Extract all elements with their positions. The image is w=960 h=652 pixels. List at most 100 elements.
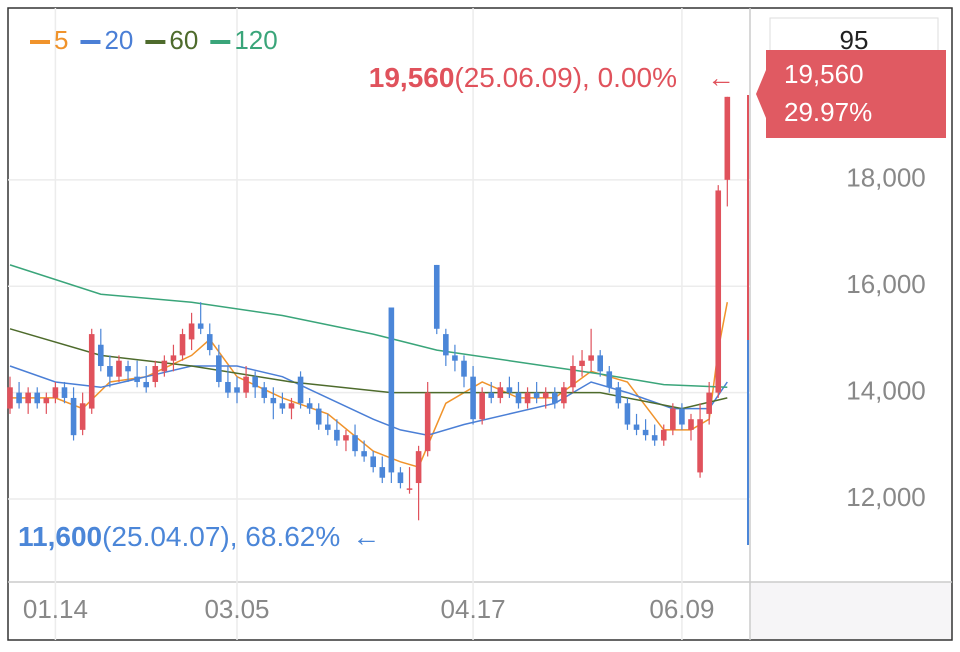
- candle-body: [325, 424, 331, 430]
- candle-body: [506, 387, 513, 393]
- candle-body: [161, 360, 168, 372]
- candle-body: [134, 376, 140, 382]
- current-price: 19,560: [784, 59, 864, 89]
- frame: [7, 7, 953, 641]
- candle-body: [34, 392, 41, 404]
- candle-body: [633, 424, 640, 430]
- candle-body: [270, 397, 277, 404]
- candle-body: [597, 355, 603, 372]
- candle-body: [61, 387, 68, 398]
- x-tick-label: 03.05: [204, 594, 269, 624]
- candle-body: [415, 451, 422, 484]
- x-tick-label: 01.14: [23, 594, 88, 624]
- candle-body: [370, 456, 376, 468]
- candle-body: [424, 392, 431, 452]
- max-detail: (25.06.09), 0.00%: [454, 62, 677, 93]
- price-box: [756, 50, 946, 138]
- candle-body: [642, 429, 649, 436]
- candle-body: [388, 307, 395, 473]
- candle-body: [533, 392, 540, 398]
- candle-body: [16, 392, 22, 404]
- candle-body: [170, 355, 177, 361]
- candle-body: [261, 387, 268, 398]
- min-detail: (25.04.07), 68.62%: [102, 521, 340, 552]
- top-box-label: 95: [840, 25, 869, 55]
- candle-body: [488, 392, 495, 398]
- candle-body: [406, 488, 413, 490]
- candle-body: [552, 392, 558, 404]
- candle-body: [561, 387, 567, 404]
- candle-body: [706, 392, 712, 414]
- candle-body: [288, 403, 295, 409]
- candle-body: [461, 360, 467, 377]
- candle-body: [7, 387, 13, 409]
- candle-body: [433, 264, 440, 329]
- candle-body: [724, 96, 731, 180]
- candle-body: [443, 334, 449, 356]
- candle-body: [234, 387, 240, 393]
- candle-body: [579, 360, 585, 367]
- min-arrow: ←: [352, 521, 380, 552]
- candle-body: [206, 334, 213, 351]
- candle-body: [216, 355, 222, 382]
- candle-body: [88, 334, 95, 409]
- candle-body: [188, 323, 195, 340]
- legend-label: 20: [104, 25, 133, 55]
- candle-body: [334, 429, 340, 441]
- moving-average: [9, 264, 728, 389]
- candle-body: [606, 371, 613, 388]
- candle-body: [470, 376, 476, 420]
- candle-body: [252, 376, 258, 388]
- candle-body: [379, 467, 386, 478]
- candle-body: [315, 408, 322, 425]
- x-tick-label: 04.17: [441, 594, 506, 624]
- candle-body: [452, 355, 458, 361]
- candle-body: [651, 435, 658, 441]
- candle-body: [279, 403, 286, 409]
- max-value: 19,560: [369, 62, 455, 93]
- moving-average: [10, 302, 729, 469]
- candle-body: [660, 429, 667, 441]
- candle-body: [361, 451, 367, 457]
- y-tick-label: 12,000: [846, 482, 926, 512]
- candle-body: [152, 366, 159, 382]
- candle-body: [670, 408, 676, 430]
- axis-corner: [750, 582, 952, 640]
- candle-body: [624, 403, 631, 425]
- candle-body: [697, 419, 703, 473]
- min-annotation: 11,600(25.04.07), 68.62% ←: [18, 521, 380, 552]
- candle-body: [179, 334, 186, 356]
- x-tick-label: 06.09: [649, 594, 714, 624]
- candle-body: [343, 435, 349, 441]
- candle-body: [570, 366, 576, 388]
- max-annotation: 19,560(25.06.09), 0.00% ←: [369, 62, 735, 93]
- candle-body: [197, 323, 204, 329]
- candle-body: [497, 387, 504, 398]
- candle-body: [688, 419, 694, 430]
- y-tick-label: 18,000: [846, 163, 926, 193]
- current-change: 29.97%: [784, 97, 872, 127]
- min-value: 11,600: [18, 521, 102, 552]
- candle-body: [107, 366, 113, 377]
- y-tick-label: 14,000: [846, 375, 926, 405]
- candle-body: [615, 387, 622, 404]
- candle-body: [588, 355, 594, 361]
- candle-body: [52, 387, 59, 398]
- legend-label: 60: [169, 25, 198, 55]
- candle-body: [116, 360, 122, 377]
- y-tick-label: 16,000: [846, 269, 926, 299]
- candle-body: [70, 397, 77, 436]
- candle-body: [679, 408, 685, 425]
- legend-label: 5: [54, 25, 68, 55]
- candle-body: [43, 397, 50, 404]
- candle-body: [225, 381, 231, 393]
- candle-body: [98, 344, 104, 367]
- candle-body: [352, 435, 358, 452]
- candle-body: [297, 376, 304, 404]
- candle-body: [143, 381, 149, 388]
- candle-body: [515, 392, 522, 404]
- candle-body: [715, 190, 722, 393]
- candle-body: [479, 392, 485, 420]
- candle-body: [243, 376, 249, 393]
